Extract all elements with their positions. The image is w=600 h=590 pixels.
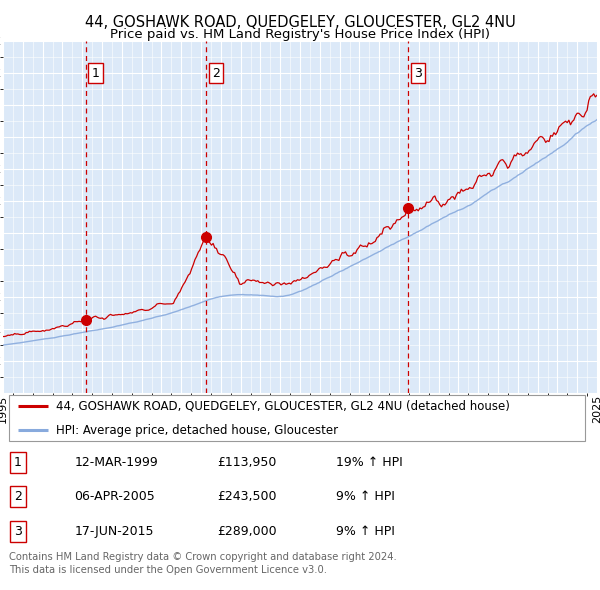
- Text: HPI: Average price, detached house, Gloucester: HPI: Average price, detached house, Glou…: [56, 424, 338, 437]
- Text: 06-APR-2005: 06-APR-2005: [74, 490, 155, 503]
- Text: 1: 1: [14, 456, 22, 469]
- Text: 19% ↑ HPI: 19% ↑ HPI: [335, 456, 403, 469]
- Text: 3: 3: [14, 525, 22, 538]
- Text: 17-JUN-2015: 17-JUN-2015: [74, 525, 154, 538]
- Text: 44, GOSHAWK ROAD, QUEDGELEY, GLOUCESTER, GL2 4NU (detached house): 44, GOSHAWK ROAD, QUEDGELEY, GLOUCESTER,…: [56, 399, 511, 412]
- Text: £113,950: £113,950: [217, 456, 276, 469]
- Text: 2: 2: [212, 67, 220, 80]
- Text: 1: 1: [92, 67, 100, 80]
- Text: 9% ↑ HPI: 9% ↑ HPI: [335, 490, 395, 503]
- Text: 9% ↑ HPI: 9% ↑ HPI: [335, 525, 395, 538]
- Text: £243,500: £243,500: [217, 490, 277, 503]
- Text: Contains HM Land Registry data © Crown copyright and database right 2024.
This d: Contains HM Land Registry data © Crown c…: [9, 552, 397, 575]
- FancyBboxPatch shape: [9, 395, 585, 441]
- Text: Price paid vs. HM Land Registry's House Price Index (HPI): Price paid vs. HM Land Registry's House …: [110, 28, 490, 41]
- Text: 2: 2: [14, 490, 22, 503]
- Text: £289,000: £289,000: [217, 525, 277, 538]
- Text: 44, GOSHAWK ROAD, QUEDGELEY, GLOUCESTER, GL2 4NU: 44, GOSHAWK ROAD, QUEDGELEY, GLOUCESTER,…: [85, 15, 515, 30]
- Text: 3: 3: [414, 67, 422, 80]
- Text: 12-MAR-1999: 12-MAR-1999: [74, 456, 158, 469]
